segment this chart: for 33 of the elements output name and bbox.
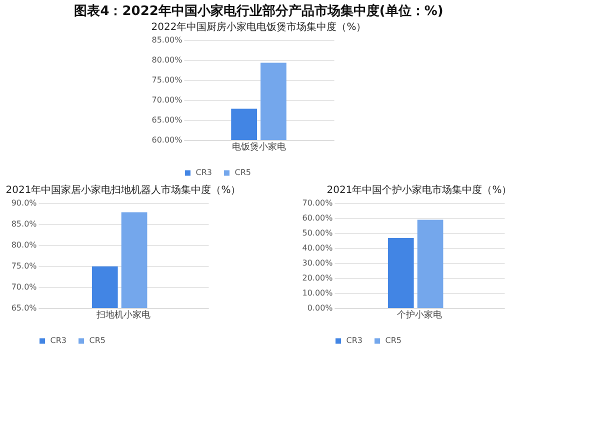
y-tick-label: 90.0%: [11, 198, 38, 208]
y-tick-label: 80.00%: [152, 56, 183, 64]
y-tick-label: 70.00%: [152, 96, 183, 104]
y-tick-label: 60.00%: [302, 214, 334, 222]
chart-title: 2021年中国个护小家电市场集中度（%）: [326, 184, 512, 196]
y-tick-label: 65.0%: [11, 304, 38, 312]
x-tick-label: 个护小家电: [396, 310, 442, 320]
legend-label: CR3: [346, 336, 362, 345]
chart-title: 2021年中国家居小家电扫地机器人市场集中度（%）: [6, 184, 241, 196]
y-tick-label: 40.00%: [302, 244, 334, 252]
y-tick-label: 30.00%: [302, 258, 334, 268]
chart-title: 图表4：2022年中国小家电行业部分产品市场集中度(单位：%): [74, 3, 444, 19]
legend-label: CR5: [385, 336, 402, 345]
y-tick-label: 10.00%: [302, 288, 334, 298]
y-tick-label: 80.0%: [11, 240, 38, 250]
y-tick-label: 60.00%: [152, 136, 183, 144]
x-tick-label: 电饭煲小家电: [232, 142, 286, 152]
chart-subtitle: 2022年中国厨房小家电电饭煲市场集中度（%）: [151, 21, 366, 33]
y-tick-label: 65.00%: [152, 116, 183, 124]
y-tick-label: 0.00%: [307, 304, 334, 312]
x-tick-label: 扫地机小家电: [95, 310, 150, 320]
y-tick-label: 70.00%: [302, 198, 334, 208]
y-tick-label: 85.00%: [152, 36, 183, 44]
y-tick-label: 20.00%: [302, 274, 334, 282]
y-tick-label: 85.0%: [11, 220, 38, 228]
y-tick-label: 75.0%: [11, 262, 38, 270]
legend-label: CR5: [89, 336, 106, 345]
y-tick-label: 75.00%: [152, 76, 183, 84]
y-tick-label: 70.0%: [11, 282, 38, 292]
legend-label: CR5: [234, 168, 251, 177]
y-tick-label: 50.00%: [302, 228, 334, 238]
legend-label: CR3: [196, 168, 212, 177]
legend-label: CR3: [50, 336, 66, 345]
